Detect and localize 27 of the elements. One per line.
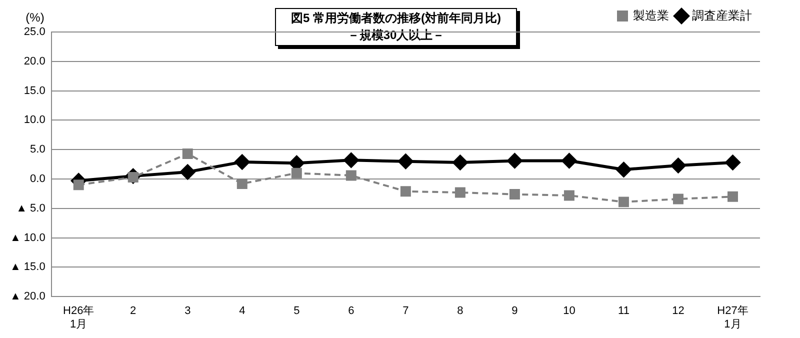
- y-tick-label: 25.0: [24, 26, 46, 38]
- x-tick-label: H26年 1月: [63, 305, 94, 330]
- y-tick-label: 0.0: [30, 173, 46, 186]
- x-tick-label: 11: [618, 305, 630, 318]
- x-tick-label: 5: [294, 305, 300, 318]
- x-tick-label: 12: [672, 305, 684, 318]
- y-tick-label: 10.0: [24, 114, 46, 126]
- legend-label: 製造業: [633, 8, 669, 22]
- legend-label: 調査産業計: [692, 8, 752, 22]
- x-tick-label: 2: [130, 305, 136, 318]
- x-tick-label: 6: [348, 305, 354, 318]
- x-tick-label: 4: [239, 305, 246, 318]
- y-tick-label: 15.0: [24, 84, 46, 97]
- y-tick-label: ▲ 15.0: [10, 261, 46, 274]
- x-tick-label: 3: [184, 305, 191, 318]
- y-tick-label: ▲ 10.0: [10, 232, 46, 244]
- y-tick-label: ▲ 5.0: [16, 202, 46, 214]
- x-tick-label: H27年 1月: [717, 305, 748, 330]
- chart-title: 図5 常用労働者数の推移(対前年同月比): [290, 10, 502, 27]
- y-axis-title: (%): [26, 10, 44, 24]
- x-tick-label: 10: [563, 305, 576, 318]
- x-tick-label: 7: [402, 305, 409, 318]
- y-tick-label: ▲ 20.0: [10, 290, 46, 303]
- x-tick-label: 8: [457, 305, 464, 318]
- y-tick-label: 20.0: [24, 55, 46, 68]
- x-tick-label: 9: [512, 305, 518, 318]
- y-tick-label: 5.0: [30, 144, 46, 156]
